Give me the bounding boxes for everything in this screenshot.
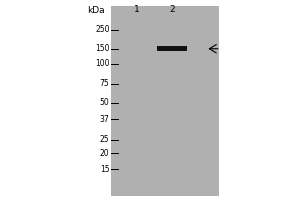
- Text: 15: 15: [100, 165, 110, 174]
- Text: 25: 25: [100, 135, 110, 144]
- Text: 150: 150: [95, 44, 109, 53]
- Text: kDa: kDa: [87, 6, 105, 15]
- Text: 37: 37: [100, 115, 110, 124]
- Text: 1: 1: [134, 5, 140, 14]
- Text: 20: 20: [100, 149, 110, 158]
- Text: 250: 250: [95, 25, 109, 34]
- Text: 75: 75: [100, 79, 110, 88]
- Text: 2: 2: [170, 5, 175, 14]
- Text: 50: 50: [100, 98, 110, 107]
- Text: 100: 100: [95, 59, 109, 68]
